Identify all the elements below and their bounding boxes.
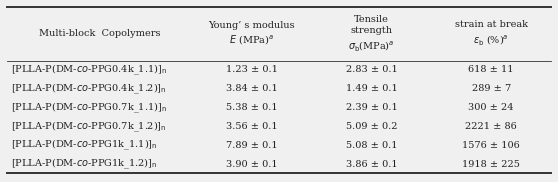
Text: 3.90 ± 0.1: 3.90 ± 0.1 [226, 160, 278, 169]
Text: 289 ± 7: 289 ± 7 [472, 84, 511, 93]
Text: 7.89 ± 0.1: 7.89 ± 0.1 [226, 141, 278, 150]
Text: 1918 ± 225: 1918 ± 225 [462, 160, 520, 169]
Text: 300 ± 24: 300 ± 24 [469, 103, 514, 112]
Text: [PLLA-P(DM-$\it{co}$-PPG1k_1.2)]$_{\mathrm{n}}$: [PLLA-P(DM-$\it{co}$-PPG1k_1.2)]$_{\math… [11, 157, 158, 171]
Text: Young’ s modulus
$E$ (MPa)$^{a}$: Young’ s modulus $E$ (MPa)$^{a}$ [209, 21, 295, 47]
Text: 5.08 ± 0.1: 5.08 ± 0.1 [346, 141, 397, 150]
Text: 2.39 ± 0.1: 2.39 ± 0.1 [345, 103, 397, 112]
Text: 5.09 ± 0.2: 5.09 ± 0.2 [346, 122, 397, 131]
Text: 1576 ± 106: 1576 ± 106 [463, 141, 520, 150]
Text: strain at break
$\varepsilon_{\mathrm{b}}$ (%)$^{a}$: strain at break $\varepsilon_{\mathrm{b}… [455, 20, 528, 47]
Text: [PLLA-P(DM-$\it{co}$-PPG0.4k_1.2)]$_{\mathrm{n}}$: [PLLA-P(DM-$\it{co}$-PPG0.4k_1.2)]$_{\ma… [11, 82, 167, 96]
Text: [PLLA-P(DM-$\it{co}$-PPG0.4k_1.1)]$_{\mathrm{n}}$: [PLLA-P(DM-$\it{co}$-PPG0.4k_1.1)]$_{\ma… [11, 63, 167, 77]
Text: 1.49 ± 0.1: 1.49 ± 0.1 [345, 84, 397, 93]
Text: 1.23 ± 0.1: 1.23 ± 0.1 [226, 66, 278, 74]
Text: Multi-block  Copolymers: Multi-block Copolymers [39, 29, 160, 38]
Text: Tensile
strength
$\sigma_{\mathrm{b}}$(MPa)$^{a}$: Tensile strength $\sigma_{\mathrm{b}}$(M… [348, 15, 395, 53]
Text: 5.38 ± 0.1: 5.38 ± 0.1 [226, 103, 278, 112]
Text: 3.56 ± 0.1: 3.56 ± 0.1 [226, 122, 278, 131]
Text: [PLLA-P(DM-$\it{co}$-PPG0.7k_1.2)]$_{\mathrm{n}}$: [PLLA-P(DM-$\it{co}$-PPG0.7k_1.2)]$_{\ma… [11, 119, 167, 134]
Text: 3.86 ± 0.1: 3.86 ± 0.1 [346, 160, 397, 169]
Text: 618 ± 11: 618 ± 11 [469, 66, 514, 74]
Text: 2221 ± 86: 2221 ± 86 [465, 122, 517, 131]
Text: [PLLA-P(DM-$\it{co}$-PPG0.7k_1.1)]$_{\mathrm{n}}$: [PLLA-P(DM-$\it{co}$-PPG0.7k_1.1)]$_{\ma… [11, 100, 167, 115]
Text: 2.83 ± 0.1: 2.83 ± 0.1 [345, 66, 397, 74]
Text: [PLLA-P(DM-$\it{co}$-PPG1k_1.1)]$_{\mathrm{n}}$: [PLLA-P(DM-$\it{co}$-PPG1k_1.1)]$_{\math… [11, 138, 158, 152]
Text: 3.84 ± 0.1: 3.84 ± 0.1 [226, 84, 278, 93]
